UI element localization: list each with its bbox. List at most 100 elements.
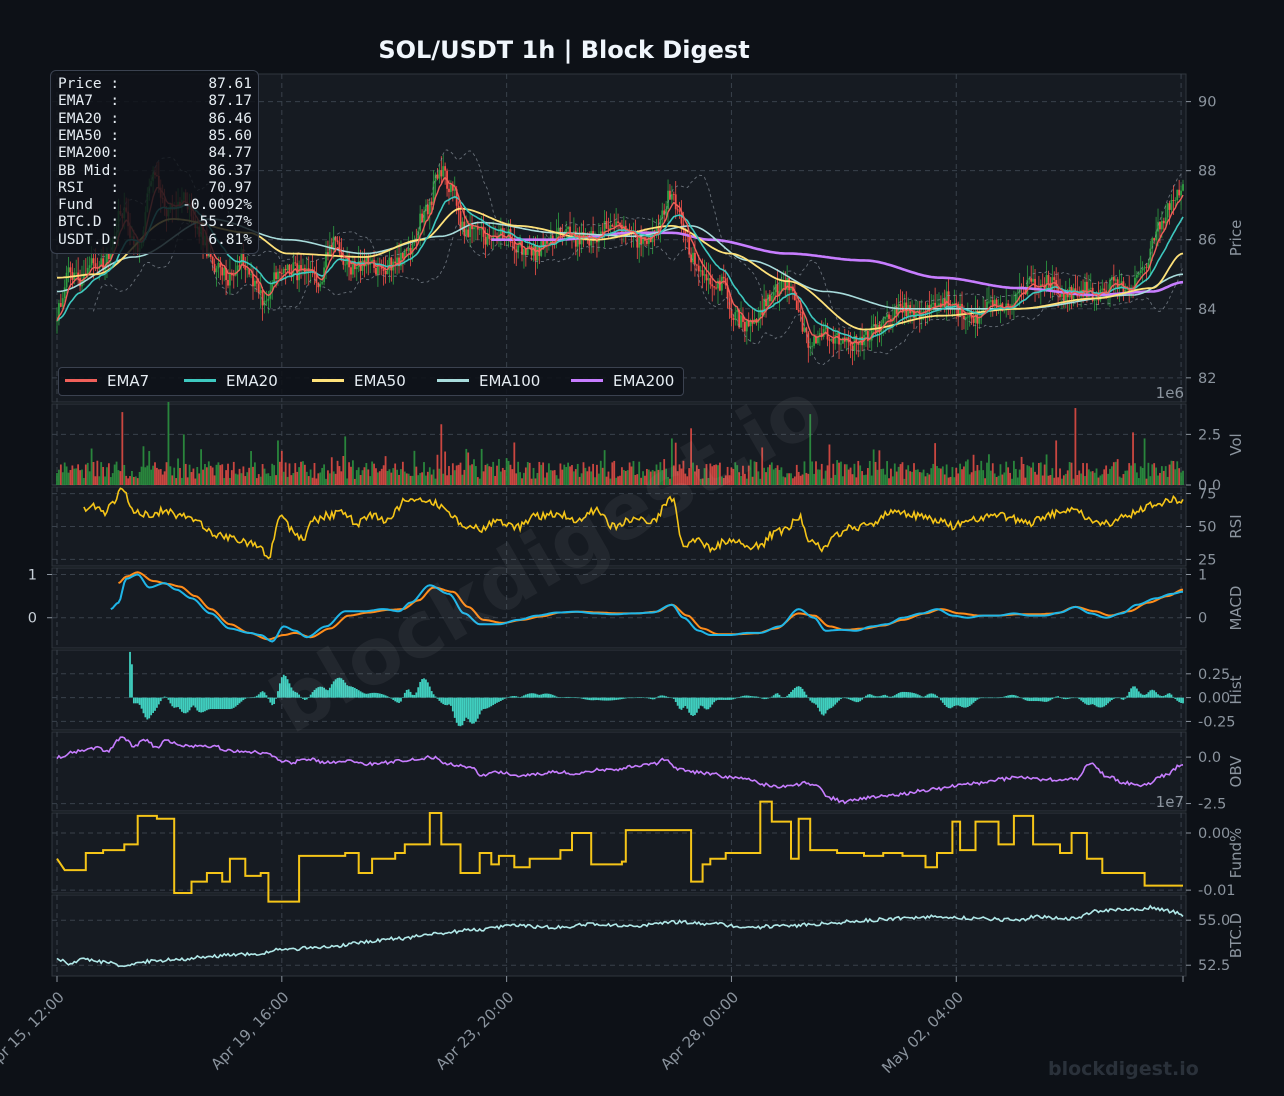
volume-bar (100, 462, 103, 485)
volume-bar (348, 462, 350, 485)
volume-bar (644, 475, 646, 485)
histogram-bar (988, 697, 990, 699)
volume-bar (342, 456, 345, 485)
histogram-bar (632, 697, 635, 699)
volume-bar (115, 461, 118, 485)
ema-legend: EMA7 EMA20 EMA50 EMA100 EMA200 (58, 367, 684, 396)
volume-bar (790, 473, 792, 485)
histogram-bar (949, 697, 952, 709)
candle-body (745, 320, 748, 332)
candle-body (824, 326, 827, 329)
ema7-line (56, 176, 1184, 345)
histogram-bar (897, 693, 900, 698)
histogram-bar (1174, 697, 1177, 699)
chart-title: SOL/USDT 1h | Block Digest (378, 36, 750, 64)
histogram-bar (311, 692, 314, 698)
volume-bar (361, 470, 364, 485)
histogram-bar (759, 697, 762, 699)
histogram-bar (786, 695, 789, 698)
candle-body (903, 302, 906, 313)
candle-body (938, 303, 940, 306)
histogram-bar (738, 697, 741, 698)
candle-body (665, 208, 668, 215)
histogram-bar (257, 694, 260, 698)
volume-bar (553, 470, 556, 485)
candle-body (300, 265, 302, 270)
info-value: 87.17 (208, 93, 252, 110)
volume-bar (407, 473, 410, 485)
histogram-bar (1120, 697, 1123, 700)
volume-bar (1159, 472, 1161, 485)
volume-bar (165, 462, 168, 485)
histogram-bar (830, 697, 833, 708)
candle-body (490, 238, 493, 240)
histogram-bar (205, 697, 208, 711)
candle-body (1086, 281, 1088, 298)
histogram-bar (229, 697, 231, 710)
candle-body (774, 284, 777, 293)
volume-bar (405, 473, 408, 485)
volume-bar (634, 475, 637, 485)
volume-bar (932, 463, 935, 485)
volume-bar (1024, 477, 1027, 485)
candle-body (784, 280, 787, 290)
candle-body (603, 221, 606, 235)
histogram-bar (315, 688, 318, 698)
histogram-bar (1128, 691, 1131, 698)
histogram-bar (640, 697, 643, 698)
candle-body (1087, 288, 1090, 298)
histogram-bar (855, 697, 858, 703)
candle-body (94, 263, 97, 268)
volume-bar (109, 477, 112, 485)
histogram-bar (989, 697, 992, 699)
volume-bar (1036, 474, 1038, 485)
volume-bar (661, 470, 664, 485)
histogram-bar (278, 683, 281, 698)
histogram-bar (1016, 696, 1019, 698)
volume-bar (232, 461, 235, 485)
volume-bar (736, 465, 739, 485)
candle-body (1028, 278, 1031, 280)
volume-bar (1120, 477, 1123, 485)
candle-body (75, 272, 78, 274)
volume-bar (651, 470, 654, 485)
volume-bar (866, 468, 869, 485)
volume-bar (765, 472, 767, 485)
candle-body (421, 213, 423, 223)
volume-bar (467, 452, 470, 485)
x-tick-label: Apr 19, 16:00 (207, 988, 292, 1073)
candle-body (467, 229, 470, 238)
volume-bar (603, 450, 606, 485)
histogram-bar (388, 697, 391, 698)
histogram-bar (834, 697, 837, 705)
candle-body (1182, 184, 1184, 191)
candle-body (1062, 293, 1065, 302)
histogram-bar (582, 697, 585, 699)
histogram-bar (872, 695, 875, 698)
histogram-bar (820, 697, 823, 715)
histogram-bar (540, 694, 543, 698)
volume-bar (528, 462, 531, 485)
volume-bar (388, 469, 391, 485)
candle-body (803, 327, 806, 332)
histogram-bar (1034, 697, 1036, 702)
candle-body (413, 241, 416, 244)
candle-body (242, 249, 245, 266)
volume-bar (123, 464, 126, 485)
volume-bar (92, 462, 95, 485)
volume-bar (1124, 470, 1127, 485)
candle-body (532, 245, 535, 256)
volume-bar (1122, 474, 1125, 485)
histogram-bar (1107, 697, 1109, 704)
histogram-bar (1026, 697, 1029, 701)
volume-bar (219, 465, 222, 485)
candle-body (801, 311, 804, 332)
candle-body (1018, 286, 1021, 293)
histogram-bar (707, 697, 710, 710)
histogram-bar (601, 697, 604, 701)
info-row: EMA20 :86.46 (58, 111, 252, 128)
histogram-bar (709, 697, 712, 708)
histogram-bar (179, 697, 181, 710)
histogram-bar (202, 697, 204, 713)
